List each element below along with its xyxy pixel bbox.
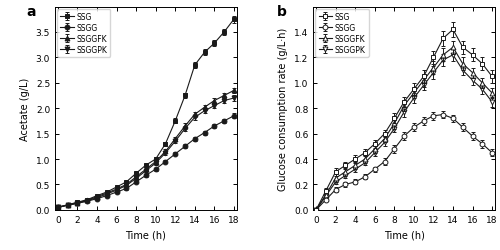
X-axis label: Time (h): Time (h) bbox=[384, 229, 424, 239]
Y-axis label: Acetate (g/L): Acetate (g/L) bbox=[20, 77, 30, 140]
Text: b: b bbox=[277, 6, 286, 20]
Legend: SSG, SSGG, SSGGFK, SSGGPK: SSG, SSGG, SSGGFK, SSGGPK bbox=[58, 10, 110, 58]
Y-axis label: Glucose consumption rate (g/L·h): Glucose consumption rate (g/L·h) bbox=[278, 28, 288, 190]
Legend: SSG, SSGG, SSGGFK, SSGGPK: SSG, SSGG, SSGGFK, SSGGPK bbox=[316, 10, 368, 58]
Text: a: a bbox=[26, 6, 36, 20]
X-axis label: Time (h): Time (h) bbox=[126, 229, 166, 239]
